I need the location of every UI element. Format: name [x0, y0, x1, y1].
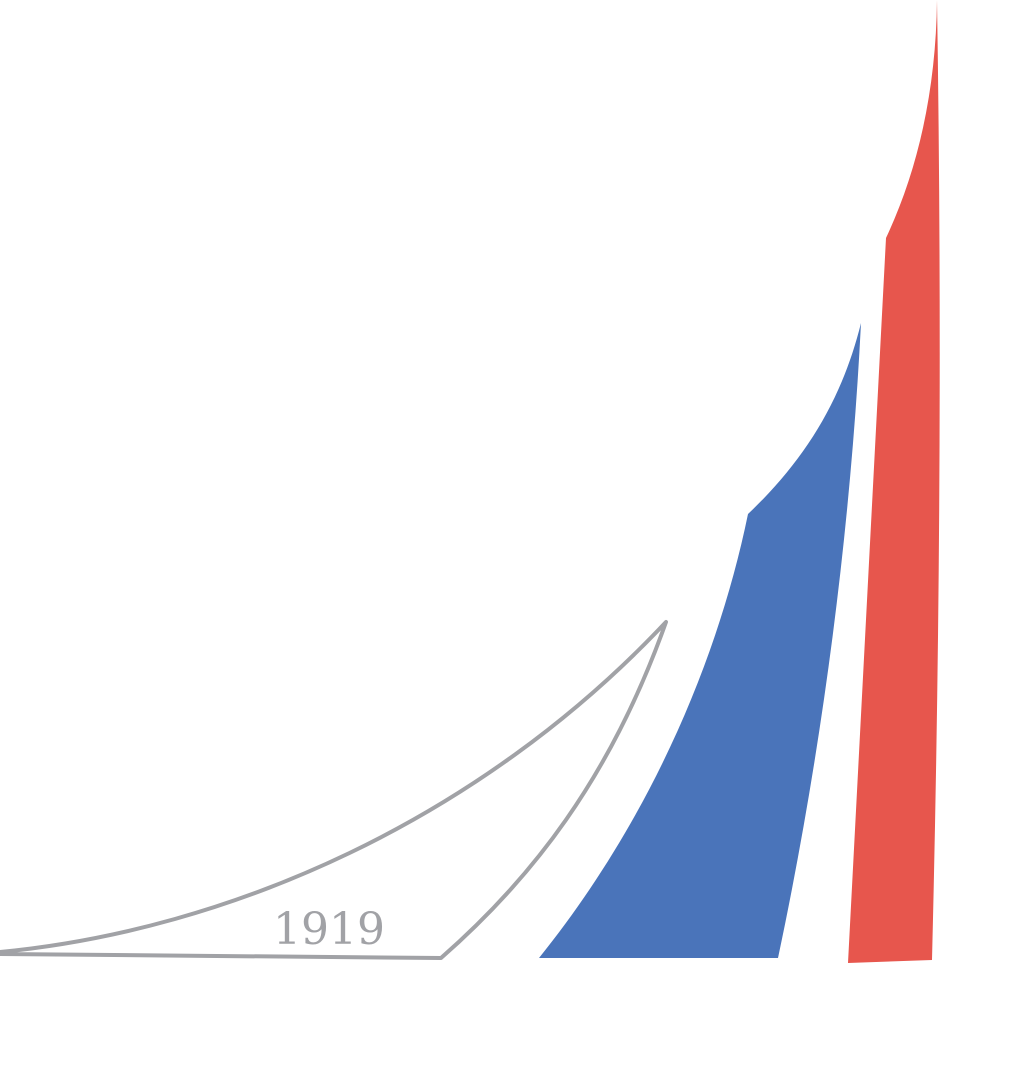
red-sail — [848, 0, 940, 963]
gray-outline-sail — [0, 620, 668, 960]
year-label: 1919 — [273, 904, 385, 955]
blue-sail — [539, 323, 861, 958]
